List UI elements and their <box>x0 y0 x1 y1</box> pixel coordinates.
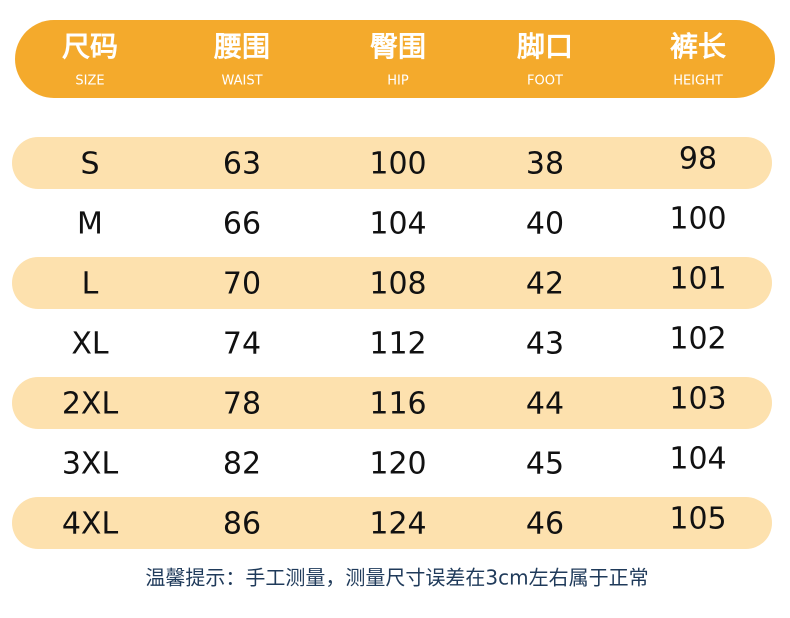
column-title: 臀围 <box>370 30 426 63</box>
cell: 78 <box>223 387 261 422</box>
row-stripe <box>12 137 772 189</box>
cell: 98 <box>679 142 717 177</box>
cell: 102 <box>669 322 726 357</box>
cell: 45 <box>526 447 564 482</box>
cell: 2XL <box>62 387 119 422</box>
row-stripe <box>12 497 772 549</box>
cell: 44 <box>526 387 564 422</box>
cell: M <box>77 207 103 242</box>
column-title: 脚口 <box>517 30 573 63</box>
cell: 43 <box>526 327 564 362</box>
cell: L <box>82 267 99 302</box>
column-title: 裤长 <box>670 30 726 63</box>
cell: 103 <box>669 382 726 417</box>
cell: 108 <box>369 267 426 302</box>
cell: 40 <box>526 207 564 242</box>
row-stripe <box>12 377 772 429</box>
cell: 105 <box>669 502 726 537</box>
cell: 104 <box>369 207 426 242</box>
column-subtitle: HIP <box>387 74 409 89</box>
cell: 116 <box>369 387 426 422</box>
row-stripe <box>12 257 772 309</box>
cell: 101 <box>669 262 726 297</box>
column-subtitle: FOOT <box>527 74 563 89</box>
cell: 74 <box>223 327 261 362</box>
column-subtitle: WAIST <box>221 74 262 89</box>
cell: 38 <box>526 147 564 182</box>
cell: 104 <box>669 442 726 477</box>
column-subtitle: HEIGHT <box>673 74 723 89</box>
cell: 66 <box>223 207 261 242</box>
column-title: 腰围 <box>213 30 270 63</box>
header-bar <box>15 20 775 98</box>
cell: 100 <box>369 147 426 182</box>
cell: S <box>80 147 99 182</box>
cell: XL <box>71 327 109 362</box>
cell: 120 <box>369 447 426 482</box>
cell: 63 <box>223 147 261 182</box>
cell: 4XL <box>62 507 119 542</box>
cell: 82 <box>223 447 261 482</box>
cell: 86 <box>223 507 261 542</box>
cell: 100 <box>669 202 726 237</box>
cell: 46 <box>526 507 564 542</box>
cell: 112 <box>369 327 426 362</box>
cell: 42 <box>526 267 564 302</box>
note: 温馨提示：手工测量，测量尺寸误差在3cm左右属于正常 <box>145 566 648 590</box>
column-title: 尺码 <box>62 30 118 63</box>
cell: 124 <box>369 507 426 542</box>
cell: 3XL <box>62 447 119 482</box>
cell: 70 <box>223 267 261 302</box>
column-subtitle: SIZE <box>75 74 104 89</box>
